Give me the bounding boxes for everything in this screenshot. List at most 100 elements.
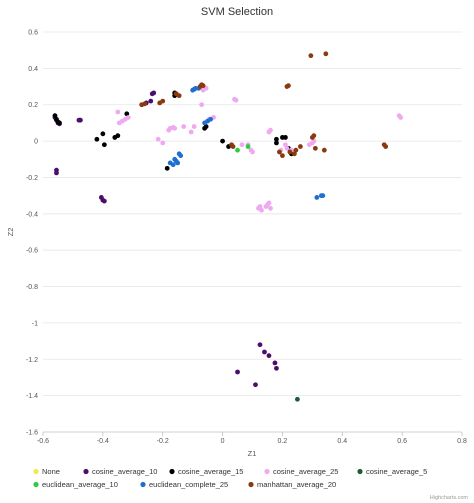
data-point[interactable] [323, 51, 329, 57]
data-point[interactable] [115, 109, 121, 115]
legend-item-euclidean_average_10[interactable]: euclidean_average_10 [33, 480, 118, 489]
data-point[interactable] [191, 124, 197, 129]
data-point[interactable] [259, 207, 264, 213]
y-tick-label: -1 [32, 320, 38, 327]
data-point[interactable] [52, 113, 58, 119]
data-point[interactable] [320, 193, 326, 199]
y-tick-label: 0.6 [28, 30, 38, 37]
y-axis-label: Z2 [6, 228, 15, 237]
data-point[interactable] [314, 195, 320, 200]
data-point[interactable] [272, 360, 278, 366]
data-point[interactable] [283, 142, 288, 148]
legend-marker [33, 468, 39, 475]
legend-item-euclidean_complete_25[interactable]: euclidean_complete_25 [140, 480, 228, 489]
data-point[interactable] [274, 365, 279, 371]
data-point[interactable] [155, 136, 161, 142]
legend-item-cosine_average_5[interactable]: cosine_average_5 [357, 467, 427, 476]
data-point[interactable] [220, 138, 225, 144]
data-point[interactable] [172, 125, 178, 131]
data-point[interactable] [286, 83, 291, 89]
legend-item-manhattan_average_20[interactable]: manhattan_average_20 [248, 480, 336, 489]
data-point[interactable] [181, 124, 187, 129]
data-point[interactable] [311, 138, 317, 144]
legend-label: cosine_average_15 [178, 467, 243, 476]
data-point[interactable] [200, 83, 206, 89]
data-point[interactable] [199, 102, 205, 108]
data-point[interactable] [268, 127, 273, 133]
data-point[interactable] [398, 115, 404, 120]
data-point[interactable] [257, 342, 263, 348]
legend-label: cosine_average_25 [273, 467, 338, 476]
data-point[interactable] [124, 111, 130, 117]
legend-item-cosine_average_15[interactable]: cosine_average_15 [169, 467, 243, 476]
data-point[interactable] [308, 53, 314, 59]
data-point[interactable] [233, 97, 239, 103]
data-point[interactable] [54, 170, 59, 176]
data-point[interactable] [115, 133, 121, 139]
data-point[interactable] [294, 396, 300, 402]
x-tick-label: 0 [221, 438, 225, 445]
data-point[interactable] [321, 147, 327, 153]
data-point[interactable] [250, 149, 255, 155]
data-point[interactable] [100, 131, 106, 137]
series-cosine_average_10 [52, 90, 279, 388]
y-tick-label: 0 [34, 139, 38, 146]
data-point[interactable] [235, 147, 240, 153]
legend-item-cosine_average_25[interactable]: cosine_average_25 [264, 467, 338, 476]
data-point[interactable] [266, 353, 272, 359]
data-point[interactable] [175, 160, 181, 166]
data-point[interactable] [160, 140, 166, 146]
data-point[interactable] [277, 149, 282, 155]
data-point[interactable] [78, 117, 83, 123]
data-point[interactable] [253, 382, 258, 388]
y-tick-label: 0.2 [28, 102, 38, 109]
data-point[interactable] [235, 369, 240, 375]
data-point[interactable] [297, 144, 303, 149]
legend-label: cosine_average_10 [92, 467, 157, 476]
data-point[interactable] [230, 144, 236, 149]
legend-item-None[interactable]: None [33, 467, 60, 476]
data-point[interactable] [208, 116, 214, 122]
data-point[interactable] [151, 90, 157, 96]
y-axis-ticks: 0.6 0.4 0.2 0 -0.2 -0.4 -0.6 -0.8 -1 -1.2 -1.4 -1.6 [26, 30, 38, 437]
data-point[interactable] [274, 140, 279, 146]
data-point[interactable] [125, 115, 131, 120]
y-tick-label: -1.4 [26, 393, 38, 400]
data-point[interactable] [170, 162, 176, 168]
data-point[interactable] [94, 136, 100, 142]
legend-label: euclidean_complete_25 [149, 480, 228, 489]
data-point[interactable] [142, 101, 148, 107]
data-point[interactable] [312, 145, 318, 151]
data-point[interactable] [57, 120, 62, 126]
chart-title: SVM Selection [201, 6, 273, 18]
data-point[interactable] [311, 133, 317, 139]
legend-marker [169, 468, 175, 475]
data-point[interactable] [280, 153, 285, 159]
data-point[interactable] [284, 145, 290, 151]
data-point[interactable] [245, 144, 251, 149]
y-tick-label: -0.8 [26, 284, 38, 291]
data-point[interactable] [203, 124, 209, 129]
data-point[interactable] [292, 151, 297, 157]
data-point[interactable] [274, 136, 279, 142]
data-point[interactable] [383, 144, 389, 149]
legend-item-cosine_average_10[interactable]: cosine_average_10 [83, 467, 157, 476]
data-point[interactable] [266, 200, 272, 206]
data-point[interactable] [257, 204, 263, 209]
data-point[interactable] [293, 147, 299, 153]
data-point[interactable] [188, 129, 194, 135]
data-point[interactable] [287, 149, 293, 155]
data-point[interactable] [160, 98, 166, 104]
data-point[interactable] [164, 165, 170, 171]
data-point[interactable] [239, 142, 245, 148]
data-point[interactable] [148, 98, 154, 104]
data-point[interactable] [101, 142, 107, 148]
data-point[interactable] [178, 153, 184, 159]
series-manhattan_average_20 [139, 51, 389, 159]
data-point[interactable] [176, 93, 182, 99]
data-point[interactable] [262, 349, 267, 355]
data-point[interactable] [101, 198, 107, 204]
data-point[interactable] [268, 205, 273, 211]
y-tick-label: -0.2 [26, 175, 38, 182]
data-point[interactable] [283, 135, 288, 140]
